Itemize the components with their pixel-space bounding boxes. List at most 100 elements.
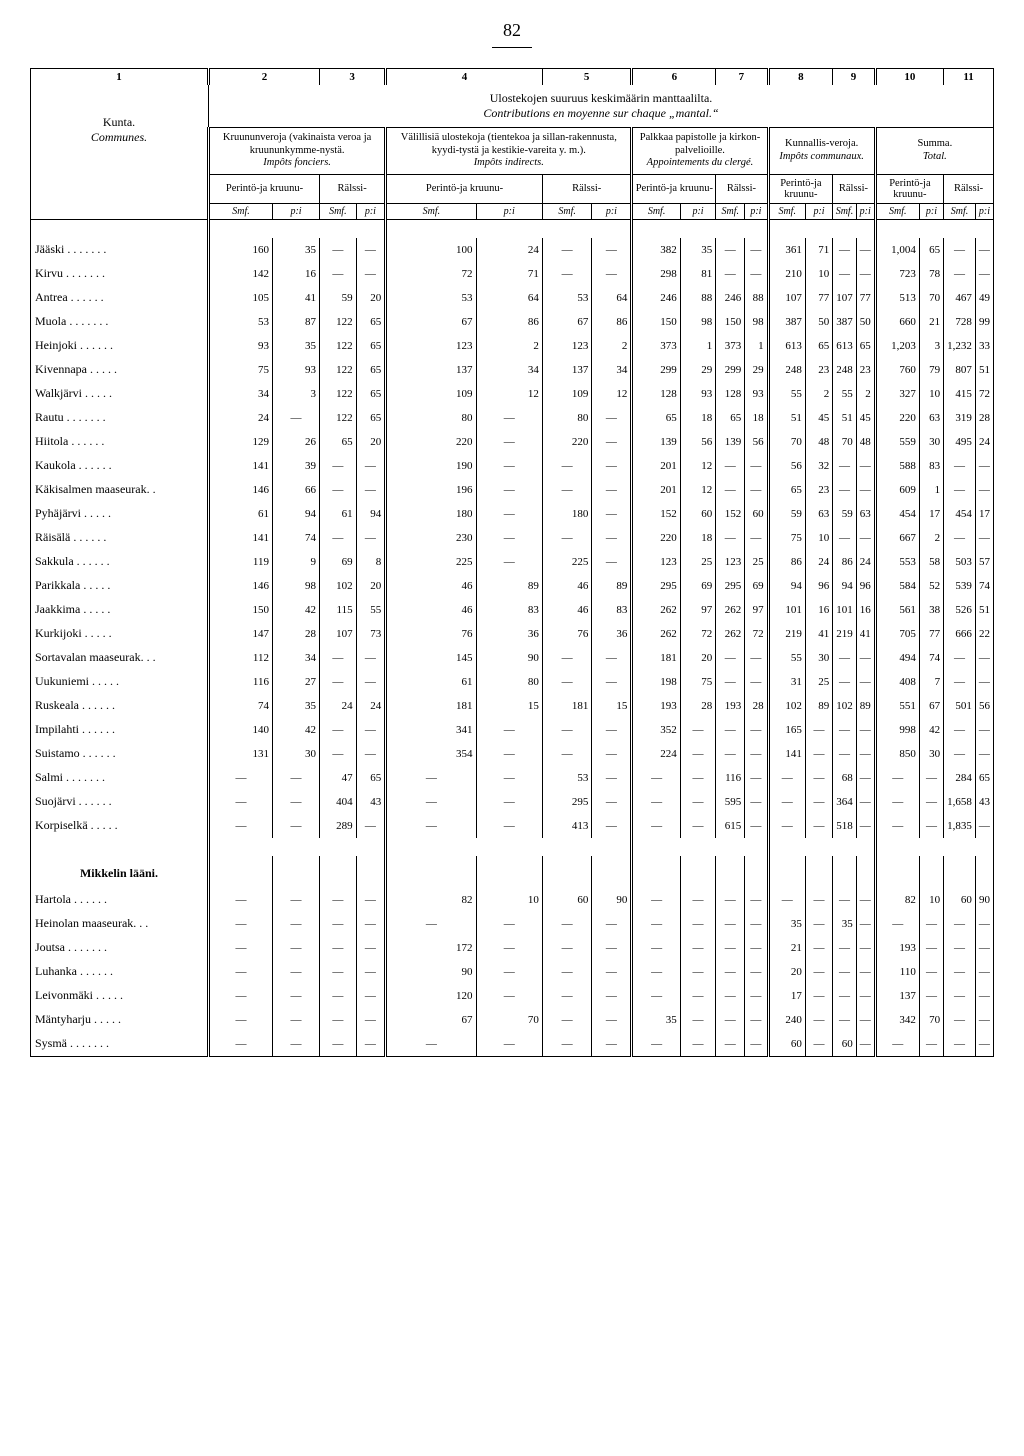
cell: 45 bbox=[856, 406, 875, 430]
cell: 28 bbox=[680, 694, 716, 718]
table-row: Kivennapa . . . . .759312265137341373429… bbox=[31, 358, 994, 382]
cell: 86 bbox=[833, 550, 857, 574]
cell: — bbox=[856, 1032, 875, 1057]
cell: 67 bbox=[386, 1008, 476, 1032]
cell: 141 bbox=[209, 454, 273, 478]
cell: 1,658 bbox=[944, 790, 976, 814]
cell: — bbox=[320, 526, 357, 550]
cell: — bbox=[592, 430, 632, 454]
row-label: Sakkula . . . . . . bbox=[31, 550, 209, 574]
cell: — bbox=[542, 478, 591, 502]
cell: 116 bbox=[716, 766, 745, 790]
cell: 145 bbox=[386, 646, 476, 670]
cell: 96 bbox=[856, 574, 875, 598]
col-9: 9 bbox=[833, 69, 876, 86]
cell: — bbox=[856, 454, 875, 478]
sub-perinto: Perintö-ja kruunu- bbox=[209, 174, 320, 203]
cell: — bbox=[944, 984, 976, 1008]
cell: — bbox=[386, 912, 476, 936]
cell: — bbox=[632, 912, 680, 936]
cell: 387 bbox=[768, 310, 805, 334]
cell: — bbox=[476, 912, 542, 936]
cell: 501 bbox=[944, 694, 976, 718]
cell: 615 bbox=[716, 814, 745, 838]
cell: 90 bbox=[476, 646, 542, 670]
cell: 219 bbox=[768, 622, 805, 646]
cell: — bbox=[632, 790, 680, 814]
cell: 70 bbox=[919, 286, 943, 310]
cell: 23 bbox=[856, 358, 875, 382]
table-row: Sortavalan maaseurak. . .11234——14590——1… bbox=[31, 646, 994, 670]
cell: — bbox=[716, 670, 745, 694]
cell: — bbox=[745, 766, 768, 790]
cell: — bbox=[273, 766, 320, 790]
table-row: Sakkula . . . . . .1199698225—225—123251… bbox=[31, 550, 994, 574]
row-label: Jääski . . . . . . . bbox=[31, 238, 209, 262]
cell: — bbox=[944, 742, 976, 766]
cell: 553 bbox=[875, 550, 919, 574]
row-label: Salmi . . . . . . . bbox=[31, 766, 209, 790]
cell: 65 bbox=[356, 358, 386, 382]
cell: — bbox=[944, 1032, 976, 1057]
cell: — bbox=[592, 1032, 632, 1057]
cell: 122 bbox=[320, 358, 357, 382]
cell: — bbox=[386, 814, 476, 838]
cell: 98 bbox=[273, 574, 320, 598]
section-title: Mikkelin lääni. bbox=[31, 856, 209, 888]
cell: — bbox=[768, 790, 805, 814]
cell: 10 bbox=[805, 526, 832, 550]
col-2: 2 bbox=[209, 69, 320, 86]
cell: 59 bbox=[833, 502, 857, 526]
cell: 415 bbox=[944, 382, 976, 406]
cell: — bbox=[592, 936, 632, 960]
table-row: Käkisalmen maaseurak. .14666——196———2011… bbox=[31, 478, 994, 502]
row-label: Heinolan maaseurak. . . bbox=[31, 912, 209, 936]
row-label: Kirvu . . . . . . . bbox=[31, 262, 209, 286]
cell: 50 bbox=[805, 310, 832, 334]
cell: — bbox=[875, 814, 919, 838]
cell: 34 bbox=[592, 358, 632, 382]
cell: 122 bbox=[320, 406, 357, 430]
cell: 2 bbox=[476, 334, 542, 358]
cell: 65 bbox=[320, 430, 357, 454]
cell: 30 bbox=[919, 742, 943, 766]
cell: 295 bbox=[542, 790, 591, 814]
row-label: Jaakkima . . . . . bbox=[31, 598, 209, 622]
cell: — bbox=[856, 936, 875, 960]
cell: 63 bbox=[919, 406, 943, 430]
cell: 128 bbox=[716, 382, 745, 406]
cell: — bbox=[592, 960, 632, 984]
row-label: Rautu . . . . . . . bbox=[31, 406, 209, 430]
cell: 588 bbox=[875, 454, 919, 478]
cell: 180 bbox=[542, 502, 591, 526]
cell: — bbox=[805, 742, 832, 766]
cell: 35 bbox=[833, 912, 857, 936]
row-label: Hiitola . . . . . . bbox=[31, 430, 209, 454]
cell: 404 bbox=[320, 790, 357, 814]
cell: — bbox=[476, 1032, 542, 1057]
cell: — bbox=[745, 790, 768, 814]
cell: 82 bbox=[875, 888, 919, 912]
cell: 7 bbox=[919, 670, 943, 694]
cell: — bbox=[209, 1032, 273, 1057]
cell: 116 bbox=[209, 670, 273, 694]
cell: 20 bbox=[680, 646, 716, 670]
cell: — bbox=[476, 502, 542, 526]
cell: 373 bbox=[632, 334, 680, 358]
cell: 172 bbox=[386, 936, 476, 960]
cell: — bbox=[856, 1008, 875, 1032]
cell: 299 bbox=[632, 358, 680, 382]
cell: 107 bbox=[833, 286, 857, 310]
cell: — bbox=[356, 984, 386, 1008]
row-label: Antrea . . . . . . bbox=[31, 286, 209, 310]
cell: 2 bbox=[856, 382, 875, 406]
row-label: Kivennapa . . . . . bbox=[31, 358, 209, 382]
cell: 341 bbox=[386, 718, 476, 742]
cell: 20 bbox=[356, 286, 386, 310]
cell: — bbox=[745, 454, 768, 478]
cell: — bbox=[273, 960, 320, 984]
cell: — bbox=[745, 912, 768, 936]
cell: — bbox=[356, 238, 386, 262]
group-3: Palkkaa papistolle ja kirkon-palvelioill… bbox=[632, 128, 768, 175]
table-row: Pyhäjärvi . . . . .61946194180—180—15260… bbox=[31, 502, 994, 526]
